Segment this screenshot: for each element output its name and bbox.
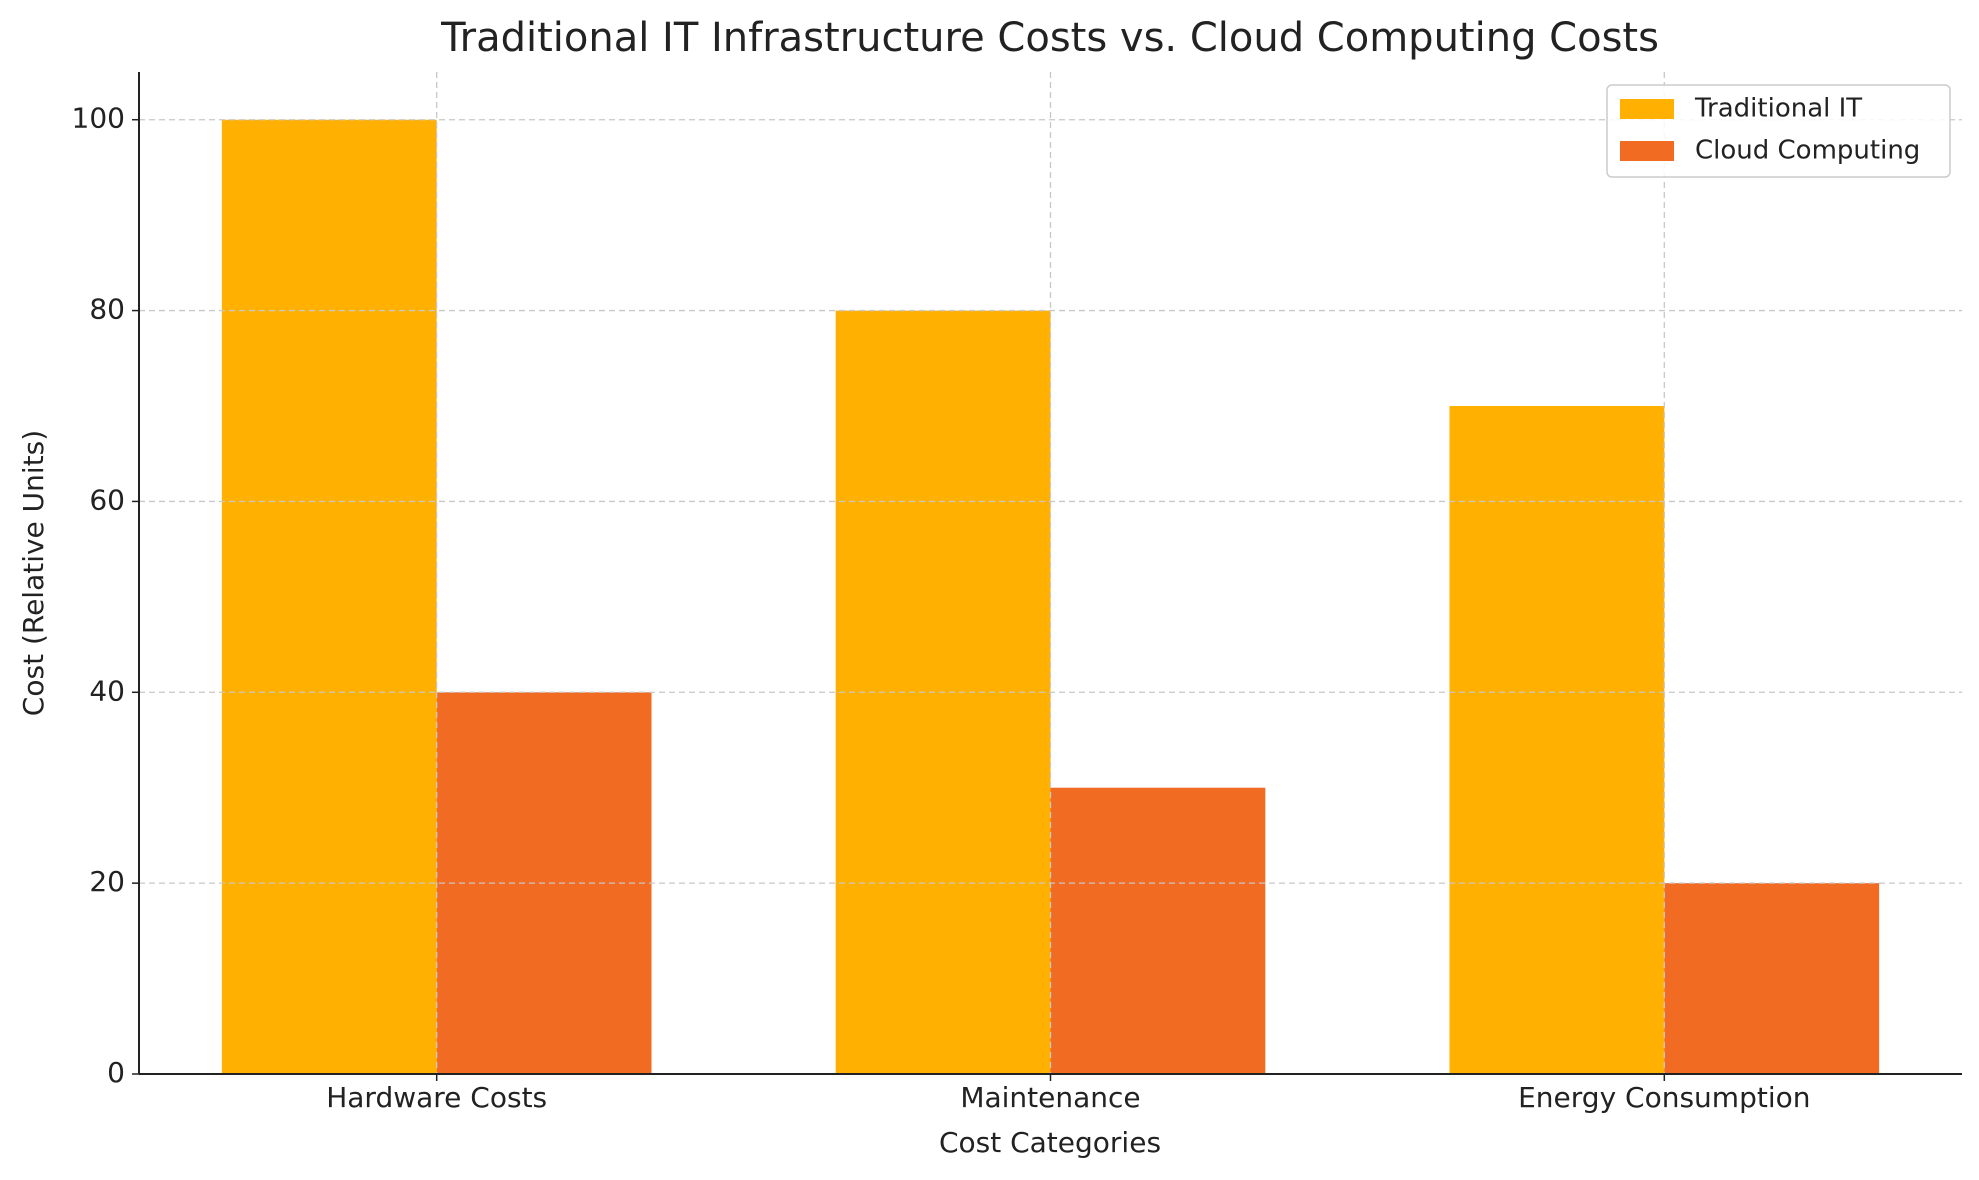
chart-title: Traditional IT Infrastructure Costs vs. … <box>440 15 1659 61</box>
y-tick-label: 40 <box>89 674 125 707</box>
bar <box>1664 883 1880 1074</box>
x-tick-label: Maintenance <box>960 1081 1140 1114</box>
legend-label: Cloud Computing <box>1695 136 1920 166</box>
legend-swatch <box>1620 141 1674 161</box>
bar <box>1050 787 1266 1074</box>
bar <box>221 119 437 1074</box>
y-tick-label: 80 <box>89 293 125 326</box>
legend-box <box>1606 84 1951 178</box>
x-tick-label: Energy Consumption <box>1518 1081 1810 1114</box>
y-tick-label: 100 <box>72 102 125 135</box>
x-tick-label: Hardware Costs <box>326 1081 547 1114</box>
legend-swatch <box>1620 99 1674 119</box>
y-tick-label: 0 <box>107 1056 125 1089</box>
y-axis-label: Cost (Relative Units) <box>17 430 50 716</box>
x-axis-label: Cost Categories <box>939 1126 1161 1159</box>
y-tick-label: 20 <box>89 865 125 898</box>
y-tick-label: 60 <box>89 483 125 516</box>
legend-label: Traditional IT <box>1694 94 1862 124</box>
bar <box>1449 406 1665 1074</box>
